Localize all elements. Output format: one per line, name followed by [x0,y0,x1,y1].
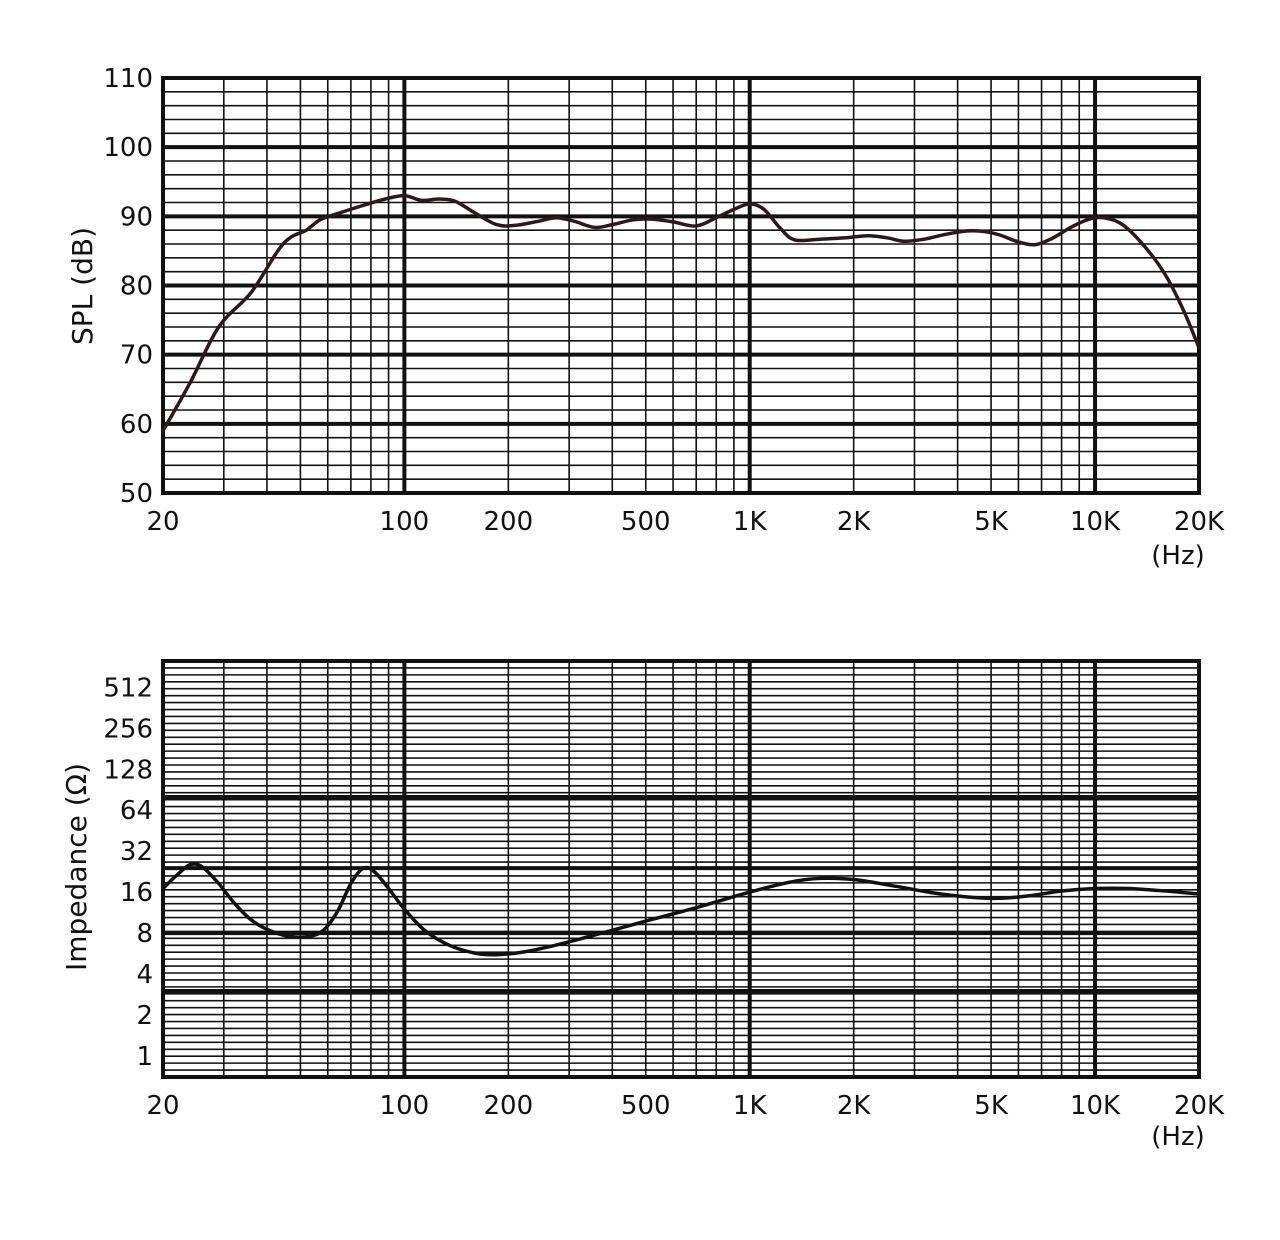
y-tick-label: 90 [120,202,153,232]
x-tick-label: 20K [1174,507,1225,537]
y-tick-label: 70 [120,341,153,371]
y-tick-label: 4 [136,960,153,990]
series-line [161,862,1201,957]
x-tick-label: 10K [1070,507,1121,537]
y-tick-label: 110 [103,64,153,94]
y-tick-label: 32 [120,837,153,867]
x-tick-label: 500 [621,1091,671,1121]
impedance-chart: 20 100 200 500 1K 2K 5K 10K 20K 1 2 4 8 16 32 64 128 256 5… [60,659,1225,1152]
x-tick-label: 2K [837,507,872,537]
y-tick-label: 1 [136,1042,153,1072]
x-tick-label: 100 [380,507,430,537]
plot-frame [161,659,1201,1079]
x-unit-label: (Hz) [1151,1122,1205,1152]
horizontal-gridlines [163,91,1199,480]
x-tick-label: 10K [1070,1091,1121,1121]
x-tick-label: 100 [380,1091,430,1121]
x-tick-label: 20 [146,507,179,537]
y-tick-label: 16 [120,878,153,908]
horizontal-gridlines [163,667,1199,1071]
x-tick-label: 5K [974,1091,1009,1121]
y-tick-label: 80 [120,272,153,302]
plot-frame [161,76,1201,495]
y-tick-label: 60 [120,410,153,440]
x-tick-label: 5K [974,507,1009,537]
y-tick-label: 2 [136,1001,153,1031]
y-tick-label: 100 [103,133,153,163]
x-tick-label: 200 [484,507,534,537]
x-tick-label: 1K [733,1091,768,1121]
y-tick-label: 8 [136,919,153,949]
x-tick-label: 200 [484,1091,534,1121]
y-tick-label: 512 [103,673,153,703]
y-tick-label: 256 [103,714,153,744]
x-tick-label: 1K [733,507,768,537]
y-tick-label: 64 [120,796,153,826]
x-tick-label: 20 [146,1091,179,1121]
series-line [161,193,1201,433]
y-tick-label: 128 [103,755,153,785]
x-tick-label: 2K [837,1091,872,1121]
y-axis-label: SPL (dB) [66,227,99,345]
y-axis-label: Impedance (Ω) [60,763,93,971]
x-tick-label: 500 [621,507,671,537]
x-tick-label: 20K [1174,1091,1225,1121]
spl-chart: 20 100 200 500 1K 2K 5K 10K 20K 50 60 70 80 90 100 110 (… [66,64,1225,571]
y-tick-label: 50 [120,479,153,509]
x-unit-label: (Hz) [1151,541,1205,571]
